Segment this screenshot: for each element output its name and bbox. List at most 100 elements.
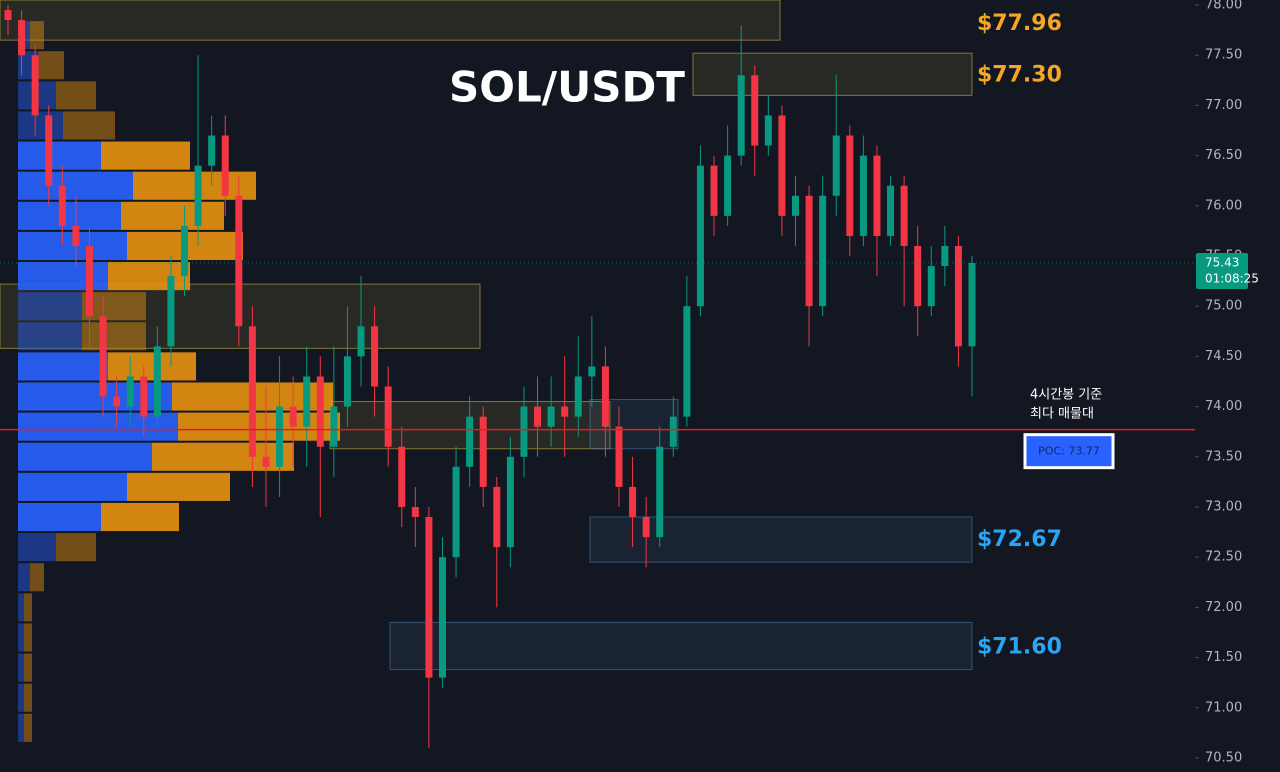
candle-body bbox=[710, 165, 718, 216]
profile-sell bbox=[133, 171, 256, 200]
y-tick-label: 77.00 bbox=[1205, 98, 1242, 113]
profile-sell bbox=[24, 683, 32, 712]
profile-buy bbox=[18, 201, 121, 230]
candle-body bbox=[181, 225, 189, 277]
candle-body bbox=[411, 506, 419, 518]
candle-body bbox=[547, 406, 555, 427]
candle-body bbox=[4, 10, 12, 21]
candle-body bbox=[656, 446, 664, 538]
profile-sell bbox=[30, 563, 44, 592]
poc-label: POC: 73.77 bbox=[1038, 445, 1100, 458]
profile-sell bbox=[24, 623, 32, 652]
candle-body bbox=[72, 225, 80, 246]
candle-body bbox=[683, 306, 691, 417]
candle-body bbox=[751, 75, 759, 146]
candle-body bbox=[873, 155, 881, 236]
candle-body bbox=[316, 376, 324, 447]
price-label: $71.60 bbox=[977, 635, 1062, 660]
candle-body bbox=[248, 326, 256, 457]
profile-buy bbox=[18, 533, 56, 562]
profile-sell bbox=[178, 412, 340, 441]
y-tick-label: 72.00 bbox=[1205, 600, 1242, 615]
candle-body bbox=[764, 115, 772, 146]
profile-sell bbox=[82, 322, 146, 351]
candle-body bbox=[262, 456, 270, 467]
candle-body bbox=[506, 456, 514, 548]
candle-body bbox=[887, 185, 895, 236]
profile-buy bbox=[18, 262, 108, 291]
profile-buy bbox=[18, 171, 133, 200]
chart-title: SOL/USDT bbox=[449, 63, 685, 112]
candle-body bbox=[167, 276, 175, 347]
profile-buy bbox=[18, 412, 178, 441]
price-label: $72.67 bbox=[977, 527, 1062, 552]
y-tick-label: 74.00 bbox=[1205, 399, 1242, 414]
candle-body bbox=[534, 406, 542, 427]
profile-buy bbox=[18, 593, 24, 622]
candle-body bbox=[832, 135, 840, 196]
profile-buy bbox=[18, 653, 24, 682]
profile-buy bbox=[18, 322, 82, 351]
y-tick-label: 71.00 bbox=[1205, 700, 1242, 715]
candle-body bbox=[398, 446, 406, 507]
profile-buy bbox=[18, 352, 108, 381]
candle-body bbox=[561, 406, 569, 417]
profile-buy bbox=[18, 111, 63, 140]
candle-body bbox=[615, 426, 623, 487]
y-tick-label: 71.50 bbox=[1205, 650, 1242, 665]
candle-body bbox=[859, 155, 867, 236]
last-price: 75.43 bbox=[1205, 256, 1239, 270]
candle-body bbox=[384, 386, 392, 447]
candle-body bbox=[126, 376, 134, 407]
zone bbox=[389, 621, 973, 671]
candle-body bbox=[194, 165, 202, 226]
profile-sell bbox=[101, 141, 190, 170]
profile-sell bbox=[152, 442, 294, 471]
y-tick-label: 72.50 bbox=[1205, 550, 1242, 565]
profile-sell bbox=[108, 262, 190, 291]
profile-sell bbox=[24, 593, 32, 622]
profile-sell bbox=[108, 352, 196, 381]
poc-box bbox=[1023, 433, 1115, 470]
profile-buy bbox=[18, 683, 24, 712]
candle-body bbox=[642, 517, 650, 538]
price-label: $77.96 bbox=[977, 11, 1062, 36]
profile-sell bbox=[127, 472, 230, 501]
candle-body bbox=[371, 326, 379, 387]
candle-body bbox=[954, 245, 962, 347]
candle-body bbox=[805, 195, 813, 307]
candle-body bbox=[221, 135, 229, 196]
candle-body bbox=[601, 366, 609, 427]
candle-body bbox=[452, 466, 460, 558]
y-tick-label: 77.50 bbox=[1205, 48, 1242, 63]
candle-body bbox=[289, 406, 297, 427]
candle-body bbox=[629, 486, 637, 518]
zone bbox=[0, 0, 781, 41]
price-axis bbox=[1195, 0, 1280, 772]
profile-buy bbox=[18, 623, 24, 652]
profile-sell bbox=[121, 201, 224, 230]
candle-body bbox=[737, 75, 745, 156]
profile-buy bbox=[18, 472, 127, 501]
candle-body bbox=[330, 406, 338, 447]
candle-body bbox=[357, 326, 365, 357]
candle-body bbox=[968, 263, 976, 347]
candle-body bbox=[927, 266, 935, 307]
profile-buy bbox=[18, 141, 101, 170]
annotation: 4시간봉 기준 bbox=[1030, 388, 1102, 403]
profile-sell bbox=[63, 111, 115, 140]
candle-body bbox=[941, 245, 949, 267]
annotation: 최다 매물대 bbox=[1030, 407, 1094, 422]
candle-body bbox=[493, 486, 501, 548]
countdown: 01:08:25 bbox=[1205, 272, 1259, 286]
zone bbox=[589, 516, 973, 563]
candle-body bbox=[574, 376, 582, 417]
candle-body bbox=[778, 115, 786, 216]
candle-body bbox=[425, 517, 433, 678]
candle-body bbox=[208, 135, 216, 166]
candle-body bbox=[343, 356, 351, 407]
profile-buy bbox=[18, 442, 152, 471]
y-tick-label: 73.00 bbox=[1205, 499, 1242, 514]
